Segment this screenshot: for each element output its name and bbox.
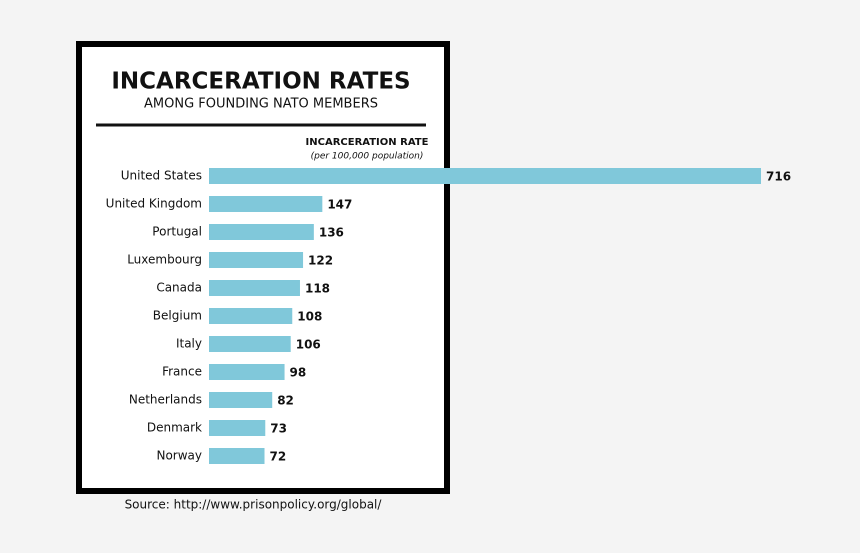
bar [209,336,291,352]
category-label: Denmark [147,421,202,435]
bar [209,252,304,268]
value-label: 73 [270,422,287,436]
category-label: France [162,365,202,379]
bar [209,196,323,212]
bar [209,224,314,240]
value-label: INCARCERATION RATE [306,137,429,148]
category-label: Canada [156,281,202,295]
category-label: Italy [176,337,202,351]
value-label: 98 [290,366,307,380]
value-note: (per 100,000 population) [311,152,424,162]
value-label: 136 [319,226,344,240]
bar [209,392,273,408]
bar [209,280,300,296]
value-label: 106 [296,338,321,352]
category-label: United Kingdom [106,197,202,211]
category-label: Portugal [152,225,202,239]
chart-title: INCARCERATION RATES [111,69,410,95]
value-label: 122 [308,254,333,268]
bar [209,448,265,464]
value-label: 72 [270,450,287,464]
category-label: Luxembourg [127,253,202,267]
chart-subtitle: AMONG FOUNDING NATO MEMBERS [144,97,378,112]
bar [209,420,266,436]
category-label: Norway [156,449,202,463]
source: Source: http://www.prisonpolicy.org/glob… [125,498,383,512]
bar [209,308,293,324]
category-label: Belgium [153,309,202,323]
value-label: 82 [277,394,294,408]
value-label: 716 [766,170,791,184]
category-label: Netherlands [129,393,202,407]
value-label: 147 [327,198,352,212]
value-label: 108 [297,310,322,324]
bar [209,168,761,184]
value-label: 118 [305,282,330,296]
bar [209,364,285,380]
category-label: United States [121,169,202,183]
